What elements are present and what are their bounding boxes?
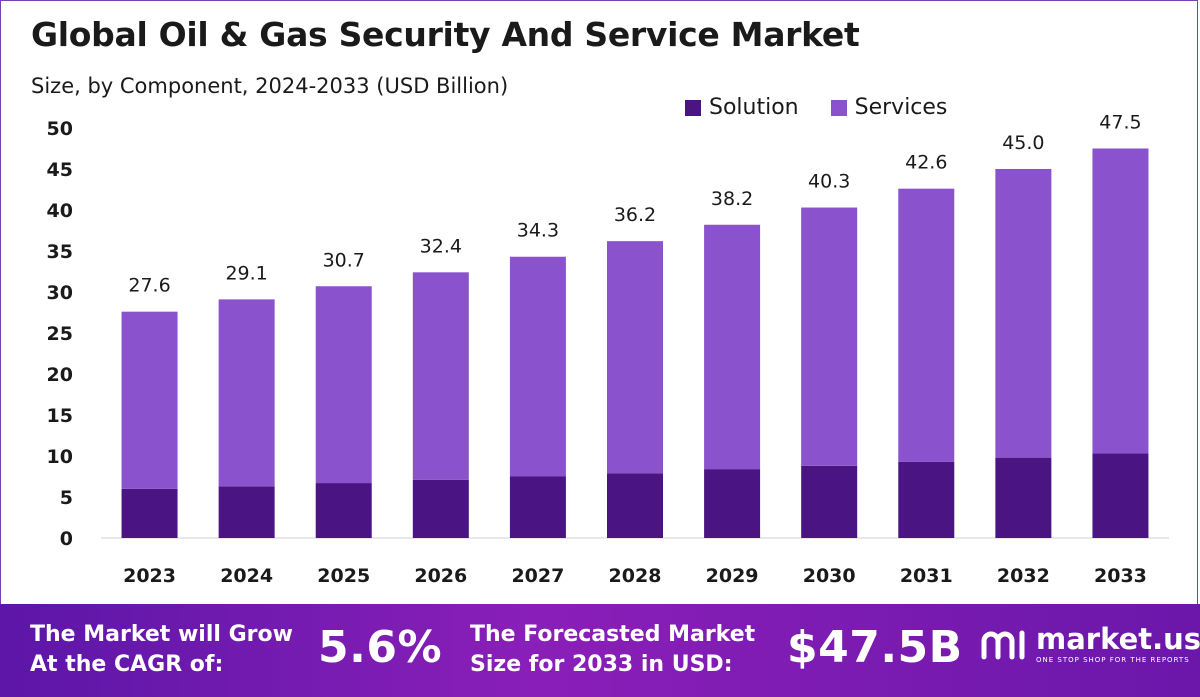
data-label-total: 40.3 [808, 171, 850, 193]
x-tick-label: 2033 [1094, 565, 1147, 587]
y-tick-label: 5 [60, 487, 73, 509]
legend-item-services: Services [830, 95, 948, 120]
bar-services [315, 286, 372, 484]
data-label-total: 29.1 [225, 262, 267, 284]
bar-solution [898, 461, 955, 538]
data-label-total: 32.4 [420, 235, 462, 257]
y-tick-label: 35 [47, 241, 73, 263]
cagr-value: 5.6% [318, 622, 443, 673]
bar-services [1092, 148, 1149, 454]
bar-services [801, 207, 858, 466]
brand-text: market.us ONE STOP SHOP FOR THE REPORTS [1036, 624, 1200, 664]
bar-chart: 0510152025303540455027.6202329.1202430.7… [47, 112, 1169, 587]
bar-solution [412, 479, 469, 538]
bar-services [995, 169, 1052, 458]
bar-services [704, 224, 761, 470]
y-tick-label: 25 [47, 323, 73, 345]
x-tick-label: 2027 [511, 565, 564, 587]
x-tick-label: 2029 [706, 565, 759, 587]
y-tick-label: 0 [60, 528, 73, 550]
y-tick-label: 15 [47, 405, 73, 427]
market-us-logo-icon [981, 630, 1025, 660]
y-tick-label: 10 [47, 446, 73, 468]
data-label-total: 38.2 [711, 188, 753, 210]
cagr-label-line1: The Market will Grow [30, 622, 293, 647]
forecast-label: The Forecasted Market Size for 2033 in U… [470, 620, 755, 680]
data-label-total: 34.3 [517, 220, 559, 242]
bar-solution [607, 473, 663, 538]
bar-solution [509, 476, 566, 538]
bar-solution [315, 483, 372, 538]
x-tick-label: 2031 [900, 565, 953, 587]
legend-item-solution: Solution [685, 95, 799, 120]
bar-services [121, 311, 178, 489]
y-tick-label: 50 [47, 118, 73, 140]
legend-swatch-services [830, 99, 847, 116]
x-tick-label: 2023 [123, 565, 176, 587]
y-tick-label: 45 [47, 159, 73, 181]
forecast-label-line2: Size for 2033 in USD: [470, 652, 733, 677]
y-tick-label: 40 [47, 200, 73, 222]
brand-name: market.us [1036, 622, 1200, 656]
bar-services [607, 241, 663, 474]
bar-services [509, 256, 566, 477]
legend-label-services: Services [854, 95, 948, 120]
bar-services [898, 188, 955, 462]
bar-solution [121, 488, 178, 538]
bar-solution [801, 465, 858, 538]
bar-solution [1092, 453, 1149, 538]
x-tick-label: 2032 [997, 565, 1050, 587]
brand-logo: market.us ONE STOP SHOP FOR THE REPORTS [980, 624, 1200, 664]
y-tick-label: 20 [47, 364, 73, 386]
data-label-total: 42.6 [905, 152, 947, 174]
bar-services [218, 299, 275, 487]
y-tick-label: 30 [47, 282, 73, 304]
bar-services [412, 272, 469, 480]
cagr-label: The Market will Grow At the CAGR of: [30, 620, 293, 680]
x-tick-label: 2028 [609, 565, 662, 587]
data-label-total: 27.6 [128, 275, 170, 297]
data-label-total: 47.5 [1099, 112, 1141, 134]
legend-label-solution: Solution [709, 95, 799, 120]
data-label-total: 36.2 [614, 204, 656, 226]
legend-swatch-solution [685, 99, 701, 116]
brand-tagline: ONE STOP SHOP FOR THE REPORTS [1036, 656, 1190, 664]
forecast-label-line1: The Forecasted Market [470, 622, 756, 647]
legend: Solution Services [685, 95, 947, 120]
bar-solution [995, 457, 1052, 538]
chart-subtitle: Size, by Component, 2024-2033 (USD Billi… [31, 74, 509, 98]
summary-banner: The Market will Grow At the CAGR of: 5.6… [0, 604, 1200, 697]
data-label-total: 30.7 [323, 249, 365, 271]
x-tick-label: 2025 [317, 565, 370, 587]
x-tick-label: 2024 [220, 565, 273, 587]
bar-solution [704, 469, 761, 538]
x-tick-label: 2030 [803, 565, 856, 587]
data-label-total: 45.0 [1002, 132, 1044, 154]
chart-title: Global Oil & Gas Security And Service Ma… [31, 15, 860, 54]
bar-solution [218, 486, 275, 538]
x-tick-label: 2026 [414, 565, 467, 587]
forecast-value: $47.5B [787, 622, 963, 673]
cagr-label-line2: At the CAGR of: [30, 652, 224, 677]
